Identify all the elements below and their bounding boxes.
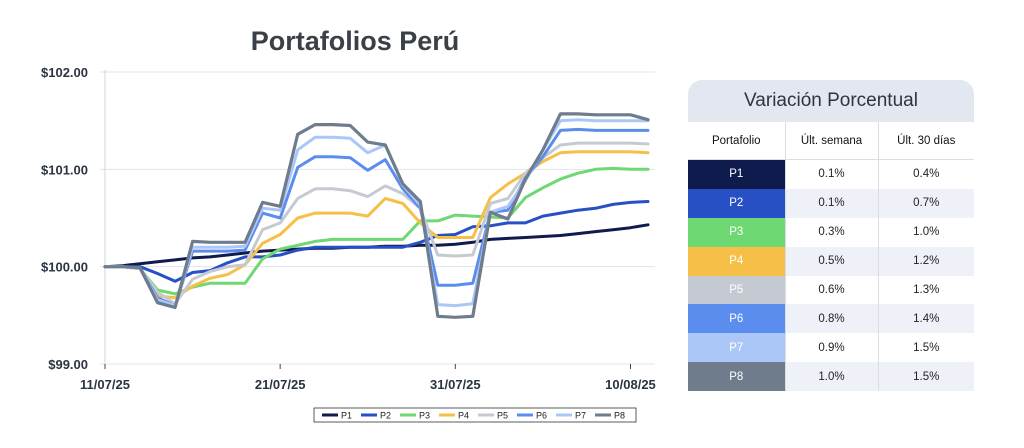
series-line-p3: [103, 166, 650, 296]
month-change-cell: 1.4%: [877, 304, 974, 334]
series-line-p5: [103, 141, 650, 306]
portfolio-cell: P8: [688, 362, 785, 392]
week-change-cell: 0.8%: [784, 304, 878, 334]
week-change-cell: 0.1%: [784, 188, 878, 218]
month-change-cell: 0.4%: [877, 159, 974, 189]
series-line-p8: [103, 112, 650, 319]
series-line-p7: [103, 118, 650, 308]
x-tick-label: 10/08/25: [605, 377, 656, 392]
legend-label-p4: P4: [458, 411, 469, 421]
table-row: P8 1.0% 1.5%: [688, 362, 974, 392]
table-row: P6 0.8% 1.4%: [688, 304, 974, 334]
portfolio-cell: P5: [688, 275, 785, 305]
y-tick-label: $102.00: [41, 65, 88, 80]
portfolio-cell: P2: [688, 188, 785, 218]
legend-label-p2: P2: [380, 411, 391, 421]
legend-label-p5: P5: [497, 411, 508, 421]
y-tick-label: $99.00: [48, 357, 88, 372]
legend-label-p6: P6: [536, 411, 547, 421]
series-line-p6: [103, 127, 650, 308]
y-tick-label: $100.00: [41, 260, 88, 275]
portfolio-cell: P1: [688, 159, 785, 189]
y-axis-ticks: $99.00 $100.00 $101.00 $102.00: [41, 65, 88, 372]
table-row: P5 0.6% 1.3%: [688, 275, 974, 305]
header-week: Últ. semana: [784, 122, 878, 160]
legend-label-p1: P1: [341, 411, 352, 421]
table-row: P4 0.5% 1.2%: [688, 246, 974, 276]
variation-table-card: Variación Porcentual Portafolio Últ. sem…: [688, 80, 974, 397]
header-month: Últ. 30 días: [877, 122, 974, 160]
month-change-cell: 1.5%: [877, 362, 974, 392]
x-tick-label: 11/07/25: [80, 377, 130, 392]
x-tick-label: 31/07/25: [430, 377, 481, 392]
x-axis-ticks: 11/07/25 21/07/25 31/07/25 10/08/25: [80, 364, 656, 392]
portfolio-cell: P4: [688, 246, 785, 276]
legend-box: [313, 407, 637, 423]
y-tick-label: $101.00: [41, 162, 88, 177]
portfolio-cell: P7: [688, 333, 785, 363]
month-change-cell: 1.0%: [877, 217, 974, 247]
table-title: Variación Porcentual: [688, 80, 974, 122]
legend-label-p3: P3: [419, 411, 430, 421]
grid-lines: [100, 70, 655, 365]
table-row: P7 0.9% 1.5%: [688, 333, 974, 363]
legend: P1 P2 P3 P4 P5 P6 P7 P8: [313, 407, 637, 423]
week-change-cell: 0.3%: [784, 217, 878, 247]
week-change-cell: 1.0%: [784, 362, 878, 392]
line-chart: Portafolios Perú $99.00 $100.00 $101.00 $10…: [41, 26, 656, 423]
month-change-cell: 0.7%: [877, 188, 974, 218]
table-row: P1 0.1% 0.4%: [688, 159, 974, 189]
series-lines: [103, 112, 650, 319]
legend-label-p8: P8: [614, 411, 625, 421]
legend-label-p7: P7: [575, 411, 586, 421]
week-change-cell: 0.6%: [784, 275, 878, 305]
table-row: P2 0.1% 0.7%: [688, 188, 974, 218]
portfolio-cell: P3: [688, 217, 785, 247]
series-line-p4: [103, 150, 650, 300]
month-change-cell: 1.2%: [877, 246, 974, 276]
month-change-cell: 1.3%: [877, 275, 974, 305]
week-change-cell: 0.9%: [784, 333, 878, 363]
week-change-cell: 0.1%: [784, 159, 878, 189]
x-tick-label: 21/07/25: [255, 377, 306, 392]
header-portafolio: Portafolio: [688, 122, 785, 160]
table-header-row: Portafolio Últ. semana Últ. 30 días: [688, 122, 974, 160]
variation-table: Portafolio Últ. semana Últ. 30 días P1 0.…: [688, 122, 974, 392]
portfolio-cell: P6: [688, 304, 785, 334]
month-change-cell: 1.5%: [877, 333, 974, 363]
week-change-cell: 0.5%: [784, 246, 878, 276]
table-row: P3 0.3% 1.0%: [688, 217, 974, 247]
series-line-p2: [103, 200, 650, 283]
chart-title: Portafolios Perú: [251, 26, 460, 56]
